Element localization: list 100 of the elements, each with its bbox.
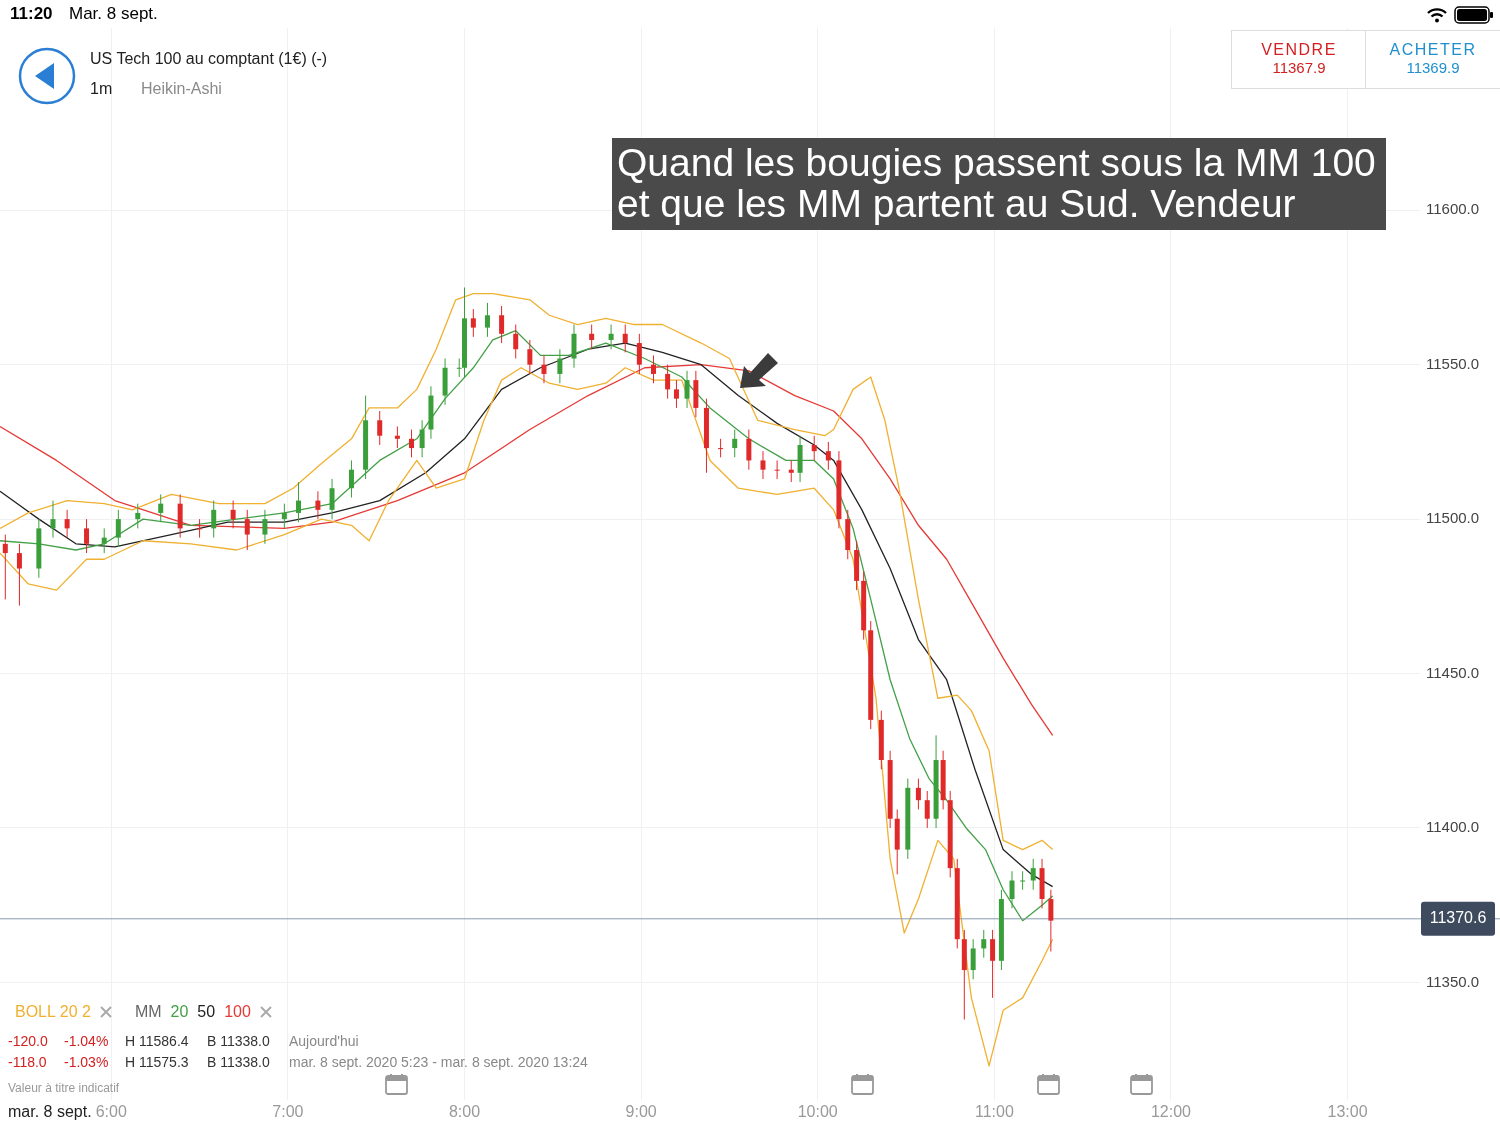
annotation: Quand les bougies passent sous la MM 100 et que les MM partent au Sud. Vendeur [612,138,1386,230]
candlestick [158,493,164,523]
text: US Tech 100 au comptant (1€) (-) [90,50,328,68]
candlestick [811,435,817,461]
candlestick [774,459,780,480]
candlestick [409,429,415,458]
candlestick [64,509,70,539]
x-tick-label: 13:00 [1327,1102,1368,1120]
x-tick-label: 6:00 [95,1102,127,1120]
annotation: -1.03% [64,1054,109,1070]
candlestick [732,429,738,458]
annotation: H 11586.4 [125,1033,189,1049]
candlestick [348,459,354,498]
candlestick [281,503,287,529]
x-tick-label: 12:00 [1150,1102,1192,1120]
candlestick [746,429,752,471]
candlestick [315,490,321,520]
annotation: B 11338.0 [207,1033,270,1049]
candlestick [16,543,22,607]
candlestick [557,348,563,384]
text: 100 [224,1003,251,1021]
candlestick [1030,858,1036,891]
candlestick [244,509,250,551]
text: BOLL 20 2 [15,1003,91,1021]
annotation: VENDRE [1260,41,1338,59]
candlestick [788,459,794,483]
candlestick [527,339,533,375]
candlestick [230,500,236,529]
ref-line-label: 11370.6 [1429,909,1487,927]
candlestick [970,938,976,980]
y-tick-label: 11550.0 [1426,354,1480,372]
text: 20 [170,1003,189,1021]
candlestick [84,518,90,554]
candlestick [665,364,671,400]
candlestick [650,354,656,384]
legend-title: MM [134,1003,162,1021]
candlestick [484,302,490,338]
sell-button: VENDRE 11367.9 [1231,30,1367,89]
candlestick [1020,870,1026,891]
candlestick [329,478,335,520]
candlestick [295,481,301,523]
annotation: Aujourd'hui [289,1033,359,1049]
candlestick [924,790,930,829]
annotation: mar. 8 sept. 2020 5:23 - mar. 8 sept. 2020 13:24 [289,1054,588,1070]
annotation: Valeur à titre indicatif [8,1081,120,1095]
annotation: -120.0 [8,1033,48,1049]
annotation: -118.0 [8,1054,47,1070]
candlestick [990,929,996,999]
candlestick [541,354,547,384]
annotation: Heikin-Ashi [141,80,222,98]
candlestick [101,527,107,554]
text: 11:20 [10,4,53,24]
candlestick [608,324,614,350]
candlestick [377,410,383,446]
annotation: 11369.9 [1405,59,1461,76]
candlestick [2,534,8,600]
candlestick [718,438,724,458]
text: 1m [90,80,113,98]
candlestick [622,324,628,353]
candlestick [419,419,425,458]
x-tick-label: 7:00 [272,1102,304,1120]
candlestick [1009,870,1015,909]
candlestick [456,358,462,378]
text: mar. 8 sept. [8,1103,92,1121]
candlestick [513,324,519,359]
candlestick [636,333,642,375]
y-tick-label: 11350.0 [1426,972,1480,990]
annotation: ACHETER [1388,41,1478,59]
candlestick [470,308,476,338]
candlestick [589,324,595,350]
candlestick [211,500,217,539]
candlestick [262,509,268,545]
candlestick [760,450,766,480]
candlestick [1048,889,1054,953]
y-tick-label: 11500.0 [1426,509,1480,527]
buy-button: ACHETER 11369.9 [1365,30,1500,89]
x-tick-label: 9:00 [625,1102,657,1120]
candlestick [115,509,121,548]
x-tick-label: 8:00 [448,1102,481,1120]
annotation: B 11338.0 [207,1054,270,1070]
y-tick-label: 11400.0 [1426,818,1480,836]
annotation: -1.04% [64,1033,109,1049]
x-tick-label: 11:00 [974,1102,1014,1120]
candlestick [135,503,141,529]
candlestick [50,500,56,539]
candlestick [981,929,987,959]
candlestick [684,370,690,409]
x-tick-label: 10:00 [797,1102,838,1120]
y-tick-label: 11600.0 [1426,200,1480,218]
text: Mar. 8 sept. [69,4,158,24]
annotation: H 11575.3 [125,1054,189,1070]
candlestick [825,441,831,471]
candlestick [499,305,505,344]
candlestick [673,379,679,409]
candlestick [915,778,921,810]
candlestick [197,518,203,539]
candlestick [394,425,400,449]
y-tick-label: 11450.0 [1426,663,1480,681]
text: 50 [197,1003,216,1021]
annotation: 11367.9 [1271,59,1327,76]
